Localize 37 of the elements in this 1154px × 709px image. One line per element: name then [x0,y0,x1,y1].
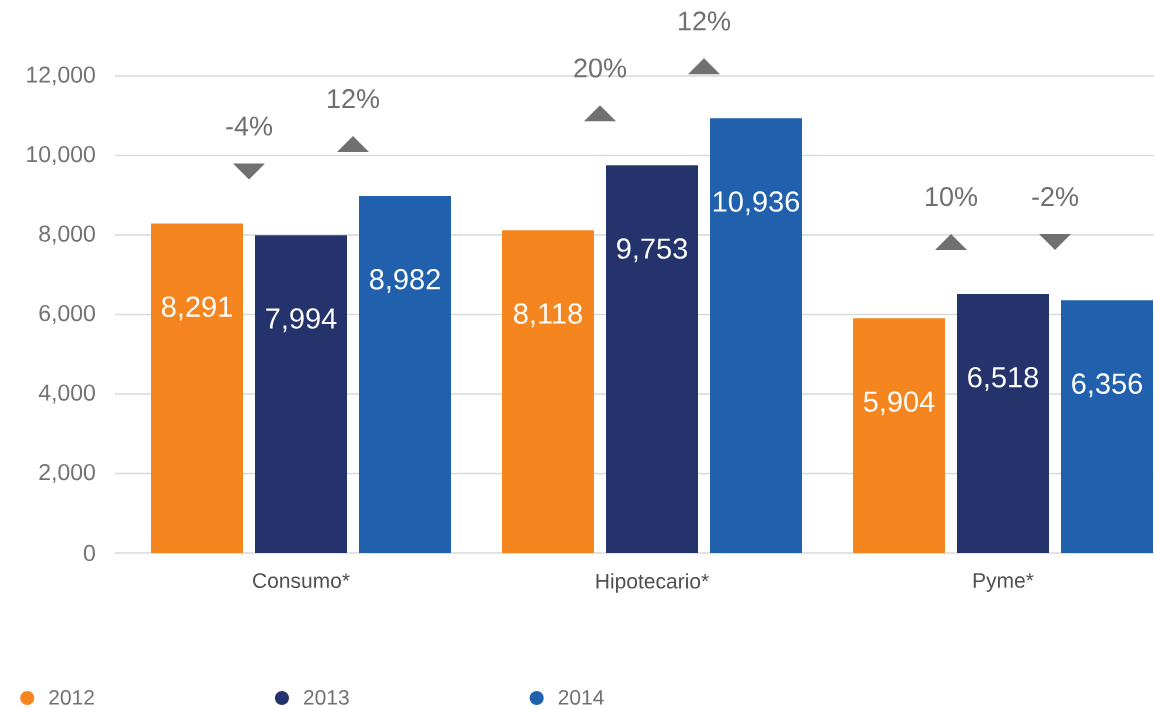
text: 12% [679,11,731,31]
y-tick-label: 2,000 [39,463,95,483]
x-tick-label: Consumo* [253,573,350,589]
annotation: 12% [328,89,380,109]
bar [502,230,594,553]
legend-label: 2014 [558,689,604,705]
bar [151,223,243,553]
bar [1061,300,1153,553]
data-label: 9,753 [617,238,687,263]
bar [255,235,347,553]
data-label: 8,118 [514,303,582,328]
bar [359,195,451,553]
legend-label: 2013 [304,689,349,705]
y-tick-label: 12,000 [27,66,95,86]
data-label: 8,291 [161,296,232,321]
annotation: -4% [226,116,273,136]
y-tick-label: 8,000 [39,225,95,245]
y-tick-label: 6,000 [39,304,95,324]
data-label: 5,904 [863,391,935,416]
data-label: 6,356 [1072,373,1142,398]
bar [710,118,802,553]
annotation: -2% [1032,187,1079,207]
y-tick-label: 4,000 [38,384,95,404]
data-label: 7,994 [266,308,337,333]
annotation: 10% [926,187,978,207]
annotation: 20% [574,58,627,78]
bar [853,318,945,553]
x-tick-label: Hipotecario* [596,573,709,593]
x-tick-label: Pyme* [973,573,1034,592]
data-label: 6,518 [968,366,1039,391]
bar [606,165,698,553]
bar [957,293,1049,553]
y-tick-label: 10,000 [27,145,95,165]
legend-label: 2012 [49,689,94,705]
y-tick-label: 0 [83,544,95,562]
data-label: 8,982 [369,268,440,293]
data-label: 10,936 [713,191,800,216]
